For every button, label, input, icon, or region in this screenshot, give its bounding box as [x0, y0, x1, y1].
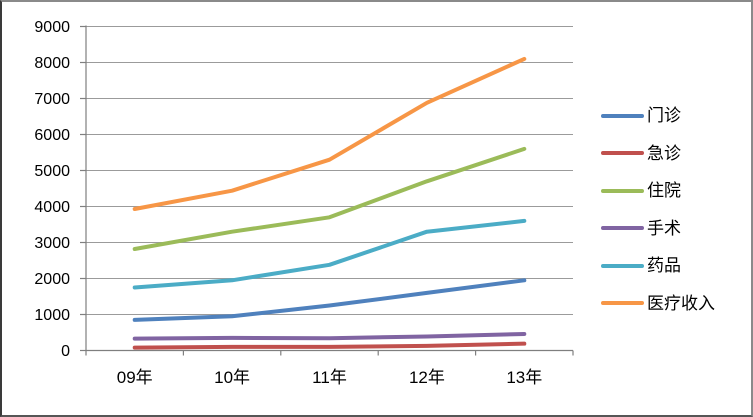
legend-item: 急诊: [601, 135, 715, 173]
legend-label: 住院: [647, 181, 681, 201]
series-line-2: [132, 146, 527, 251]
legend-label: 手术: [647, 218, 681, 238]
x-axis-tick-label: 11年: [312, 368, 347, 387]
y-axis-tick-label: 7000: [34, 91, 70, 108]
y-axis-tick-label: 0: [61, 343, 70, 360]
legend-swatch: [601, 301, 644, 306]
series-line-4: [132, 218, 527, 290]
legend-swatch: [601, 263, 644, 268]
x-axis-tick-label: 12年: [409, 368, 445, 387]
series-line-1: [132, 341, 527, 350]
series-line-3: [132, 331, 527, 341]
legend-swatch: [601, 151, 644, 156]
legend-item: 手术: [601, 210, 715, 248]
legend-item: 住院: [601, 172, 715, 210]
y-axis-tick-label: 2000: [34, 271, 70, 288]
legend-swatch: [601, 226, 644, 231]
x-axis-tick-label: 09年: [117, 368, 153, 387]
legend: 门诊急诊住院手术药品医疗收入: [601, 97, 715, 322]
y-axis-tick-label: 9000: [34, 19, 70, 36]
series-line-0: [132, 278, 527, 322]
y-axis-tick-label: 8000: [34, 55, 70, 72]
y-axis-tick-label: 5000: [34, 163, 70, 180]
y-axis-tick-label: 1000: [34, 307, 70, 324]
legend-item: 医疗收入: [601, 285, 715, 323]
y-axis-tick-label: 3000: [34, 235, 70, 252]
series-line-5: [132, 56, 527, 212]
legend-label: 门诊: [647, 106, 681, 126]
legend-item: 药品: [601, 247, 715, 285]
x-axis-tick-label: 13年: [506, 368, 542, 387]
legend-label: 急诊: [647, 143, 681, 163]
y-axis-tick-label: 4000: [34, 199, 70, 216]
legend-swatch: [601, 188, 644, 193]
legend-label: 医疗收入: [647, 293, 715, 313]
legend-label: 药品: [647, 256, 681, 276]
y-axis-tick-label: 6000: [34, 127, 70, 144]
legend-item: 门诊: [601, 97, 715, 135]
legend-swatch: [601, 113, 644, 118]
x-axis-tick-label: 10年: [214, 368, 250, 387]
